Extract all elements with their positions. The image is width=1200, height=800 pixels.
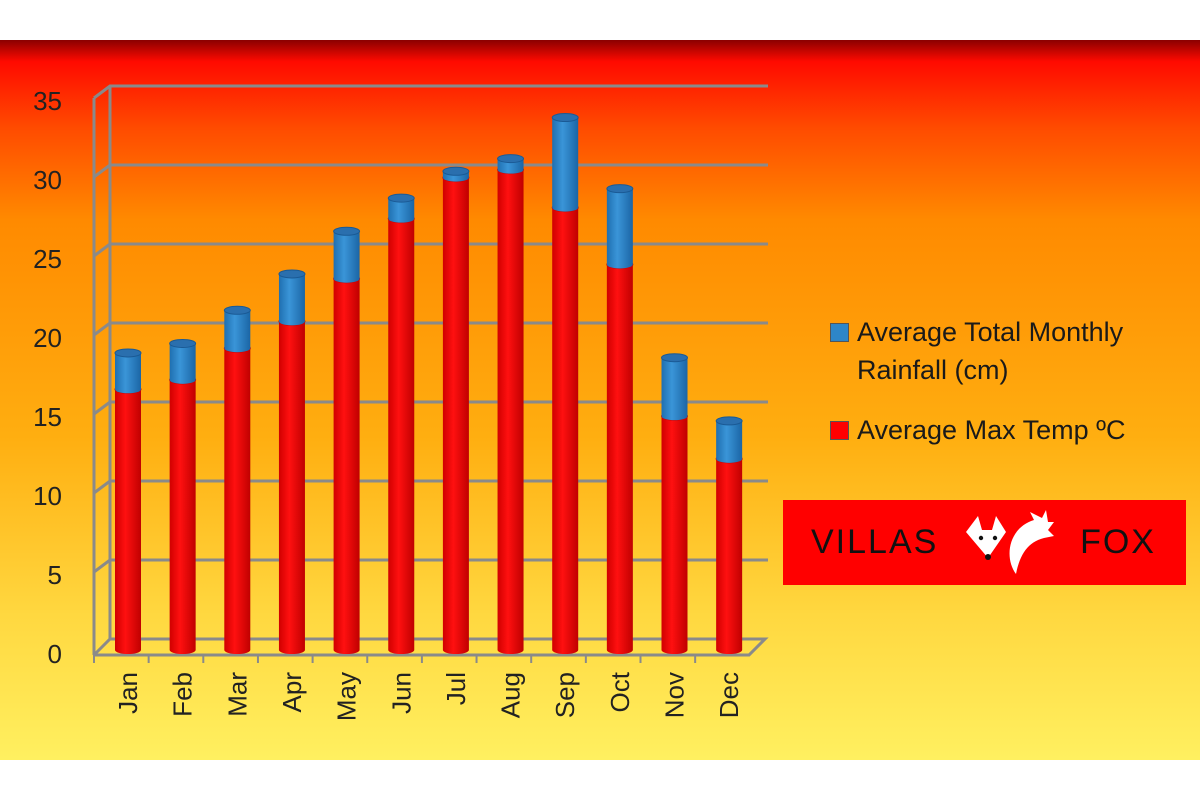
temp-bar-feb bbox=[169, 379, 196, 654]
rain-bar-sep bbox=[552, 117, 579, 212]
bar-group-oct bbox=[606, 184, 634, 654]
x-tick-label: Jan bbox=[113, 672, 143, 714]
y-tick-label: 10 bbox=[33, 481, 62, 511]
rain-bar-top-jan bbox=[114, 348, 142, 358]
rain-bar-top-sep bbox=[551, 113, 579, 123]
legend: Average Total Monthly Rainfall (cm) Aver… bbox=[830, 313, 1177, 471]
x-tick-label: Jul bbox=[441, 672, 471, 705]
legend-item-rainfall: Average Total Monthly Rainfall (cm) bbox=[830, 313, 1177, 389]
y-tick-label: 5 bbox=[48, 560, 62, 590]
bar-group-dec bbox=[715, 416, 743, 654]
temp-bar-apr bbox=[278, 321, 305, 654]
rain-bar-top-nov bbox=[661, 353, 688, 363]
temp-bar-oct bbox=[606, 264, 633, 654]
bar-group-mar bbox=[223, 305, 251, 654]
temp-bar-may bbox=[333, 278, 360, 654]
rain-bar-feb bbox=[169, 343, 196, 384]
rain-bar-may bbox=[333, 231, 360, 283]
bar-group-may bbox=[333, 226, 361, 654]
temp-bar-aug bbox=[497, 169, 524, 654]
bar-group-jun bbox=[387, 193, 415, 654]
y-tick-label: 25 bbox=[33, 244, 62, 274]
y-tick-label: 30 bbox=[33, 165, 62, 195]
rain-bar-apr bbox=[278, 273, 305, 326]
gridline bbox=[93, 84, 768, 100]
rain-bar-mar bbox=[224, 310, 251, 353]
temp-bar-dec bbox=[716, 458, 743, 654]
bar-group-nov bbox=[661, 353, 688, 654]
gridline bbox=[93, 558, 768, 574]
rain-bar-top-apr bbox=[278, 269, 306, 279]
rain-bar-top-jun bbox=[387, 193, 415, 203]
x-tick-label: Sep bbox=[550, 672, 580, 718]
x-tick-label: Nov bbox=[660, 672, 690, 718]
rain-bar-jan bbox=[115, 352, 141, 394]
rain-bar-top-mar bbox=[223, 305, 251, 315]
x-tick-label: May bbox=[332, 672, 362, 721]
bar-group-aug bbox=[497, 154, 525, 654]
legend-label-temp: Average Max Temp ºC bbox=[857, 415, 1126, 445]
rain-bar-nov bbox=[661, 357, 688, 421]
y-tick-label: 15 bbox=[33, 402, 62, 432]
rain-bar-top-may bbox=[333, 226, 361, 236]
gridline bbox=[93, 321, 768, 337]
villas-fox-logo: VILLAS FOX bbox=[783, 500, 1186, 585]
legend-swatch-temp bbox=[830, 421, 849, 440]
y-tick-label: 35 bbox=[33, 86, 62, 116]
rain-bar-dec bbox=[716, 420, 743, 463]
temp-bar-jul bbox=[442, 177, 469, 654]
y-tick-label: 20 bbox=[33, 323, 62, 353]
temp-bar-nov bbox=[661, 416, 688, 654]
y-tick-label: 0 bbox=[48, 639, 62, 669]
x-tick-label: Jun bbox=[386, 672, 416, 714]
bar-group-sep bbox=[551, 113, 579, 654]
temp-bar-jan bbox=[115, 389, 141, 654]
bar-group-feb bbox=[169, 338, 197, 654]
temp-bar-sep bbox=[552, 207, 579, 654]
rain-bar-top-feb bbox=[169, 338, 197, 348]
rain-bar-top-oct bbox=[606, 184, 634, 194]
logo-text-left: VILLAS bbox=[811, 523, 939, 561]
x-tick-label: Dec bbox=[714, 672, 744, 718]
rain-bar-oct bbox=[606, 188, 633, 269]
x-tick-label: Mar bbox=[222, 672, 252, 717]
gridline bbox=[93, 400, 768, 416]
legend-item-temp: Average Max Temp ºC bbox=[830, 411, 1177, 449]
rain-bar-jun bbox=[388, 198, 415, 223]
temp-bar-jun bbox=[388, 218, 415, 654]
x-tick-label: Oct bbox=[605, 671, 635, 712]
gridline bbox=[93, 163, 768, 179]
rain-bar-top-aug bbox=[497, 154, 525, 164]
rain-bar-top-dec bbox=[715, 416, 743, 426]
x-tick-label: Apr bbox=[277, 672, 307, 713]
logo-text-right: FOX bbox=[1080, 523, 1156, 561]
bar-group-apr bbox=[278, 269, 306, 654]
rain-bar-top-jul bbox=[442, 166, 470, 176]
bar-group-jul bbox=[442, 166, 470, 654]
x-tick-label: Aug bbox=[496, 672, 526, 718]
bar-group-jan bbox=[114, 348, 142, 654]
legend-label-rainfall: Average Total Monthly Rainfall (cm) bbox=[857, 317, 1124, 385]
temp-bar-mar bbox=[224, 348, 251, 654]
legend-swatch-rainfall bbox=[830, 323, 849, 342]
x-tick-label: Feb bbox=[168, 672, 198, 717]
gridline bbox=[93, 479, 768, 495]
gridline bbox=[93, 242, 768, 258]
fox-icon bbox=[966, 509, 1055, 574]
